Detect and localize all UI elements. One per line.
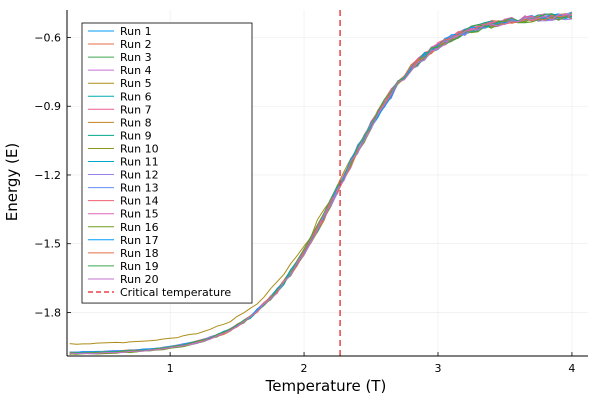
legend-label-run-7: Run 7	[120, 103, 152, 116]
legend-label-run-9: Run 9	[120, 129, 152, 142]
legend-label-run-3: Run 3	[120, 51, 152, 64]
x-tick-label: 3	[434, 362, 441, 375]
legend-label-run-17: Run 17	[120, 234, 159, 247]
legend-label-run-10: Run 10	[120, 142, 159, 155]
legend-label-run-14: Run 14	[120, 195, 159, 208]
y-tick-label: −1.5	[34, 238, 61, 251]
y-tick-label: −0.6	[34, 31, 61, 44]
axes: 1 2 3 4 −1.8 −1.5 −1.2 −0.9 −0.6	[34, 10, 588, 375]
x-tick-label: 1	[167, 362, 174, 375]
legend-label-run-11: Run 11	[120, 156, 159, 169]
legend-label-run-15: Run 15	[120, 208, 159, 221]
legend-label-run-2: Run 2	[120, 38, 152, 51]
x-tick-label: 2	[301, 362, 308, 375]
legend-box	[81, 22, 253, 304]
x-tick-label: 4	[568, 362, 575, 375]
series-line-run-19	[69, 12, 573, 354]
legend-label-run-19: Run 19	[120, 260, 159, 273]
y-tick-label: −0.9	[34, 100, 61, 113]
legend-label-run-13: Run 13	[120, 182, 159, 195]
legend-label-run-4: Run 4	[120, 64, 152, 77]
legend-label-run-8: Run 8	[120, 116, 152, 129]
series-line-run-20	[69, 13, 572, 355]
y-tick-label: −1.8	[34, 306, 61, 319]
legend-label-run-18: Run 18	[120, 247, 159, 260]
x-axis-title: Temperature (T)	[265, 377, 387, 395]
legend-label-run-6: Run 6	[120, 90, 152, 103]
y-tick-label: −1.2	[34, 169, 61, 182]
legend-label-run-16: Run 16	[120, 221, 159, 234]
legend-label-run-20: Run 20	[120, 273, 159, 286]
y-axis-title: Energy (E)	[3, 143, 21, 221]
legend-label-run-5: Run 5	[120, 77, 152, 90]
legend-label-run-1: Run 1	[120, 25, 152, 38]
legend-label-critical-temperature: Critical temperature	[120, 286, 231, 299]
legend-label-run-12: Run 12	[120, 169, 159, 182]
series-lines	[69, 11, 573, 355]
